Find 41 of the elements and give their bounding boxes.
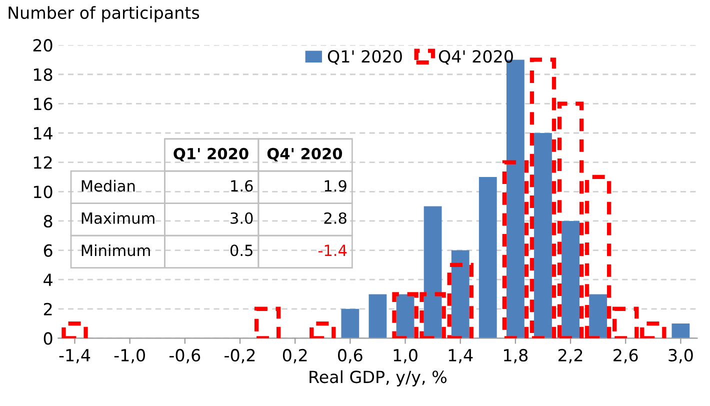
y-tick-label: 18 [34, 68, 52, 81]
annotation: 2.8 [324, 212, 346, 224]
annotation: Q1' 2020 [174, 148, 248, 162]
x-tick-label: -1,0 [114, 348, 145, 364]
legend-label: Q1' 2020 [328, 50, 402, 65]
x-tick-label: -0,6 [169, 348, 200, 364]
annotation: 0.5 [230, 244, 252, 256]
y-axis-title: Number of participants [8, 6, 200, 22]
annotation: -1.4 [318, 244, 347, 256]
x-axis-title: Real GDP, y/y, % [310, 370, 446, 386]
x-tick-label: 1,8 [504, 348, 528, 364]
annotation: Median [82, 180, 135, 192]
y-tick-label: 20 [33, 39, 52, 52]
x-tick-label: 1,4 [448, 349, 473, 364]
x-tick-label: 0,2 [282, 348, 307, 364]
x-tick-label: 0,6 [338, 348, 362, 364]
bar [534, 133, 552, 338]
y-tick-label: 6 [44, 244, 52, 257]
y-tick-label: 2 [44, 302, 52, 316]
bar [562, 220, 580, 338]
annotation: Q4' 2020 [267, 148, 342, 162]
x-tick-label: 2,2 [558, 348, 582, 364]
y-tick-label: 8 [44, 214, 52, 228]
annotation: Minimum [82, 244, 150, 256]
legend-label: Q4' 2020 [438, 50, 513, 65]
y-tick-label: 12 [34, 156, 52, 169]
annotation: 1.6 [231, 180, 253, 192]
x-tick-label: 2,6 [614, 348, 638, 364]
y-tick-label: 16 [34, 98, 52, 110]
x-tick-label: -0,2 [224, 348, 255, 364]
annotation: Maximum [82, 212, 154, 224]
annotation: 3.0 [230, 212, 253, 224]
y-tick-label: 0 [44, 332, 52, 345]
bar [478, 176, 497, 338]
x-tick-label: 1,0 [394, 348, 418, 364]
y-tick-label: 10 [34, 186, 52, 198]
y-tick-label: 14 [34, 127, 52, 140]
x-tick-label: 3,0 [668, 348, 693, 364]
y-tick-label: 4 [44, 274, 52, 286]
x-tick-label: -1,4 [59, 349, 90, 364]
annotation: 1.9 [324, 180, 346, 192]
